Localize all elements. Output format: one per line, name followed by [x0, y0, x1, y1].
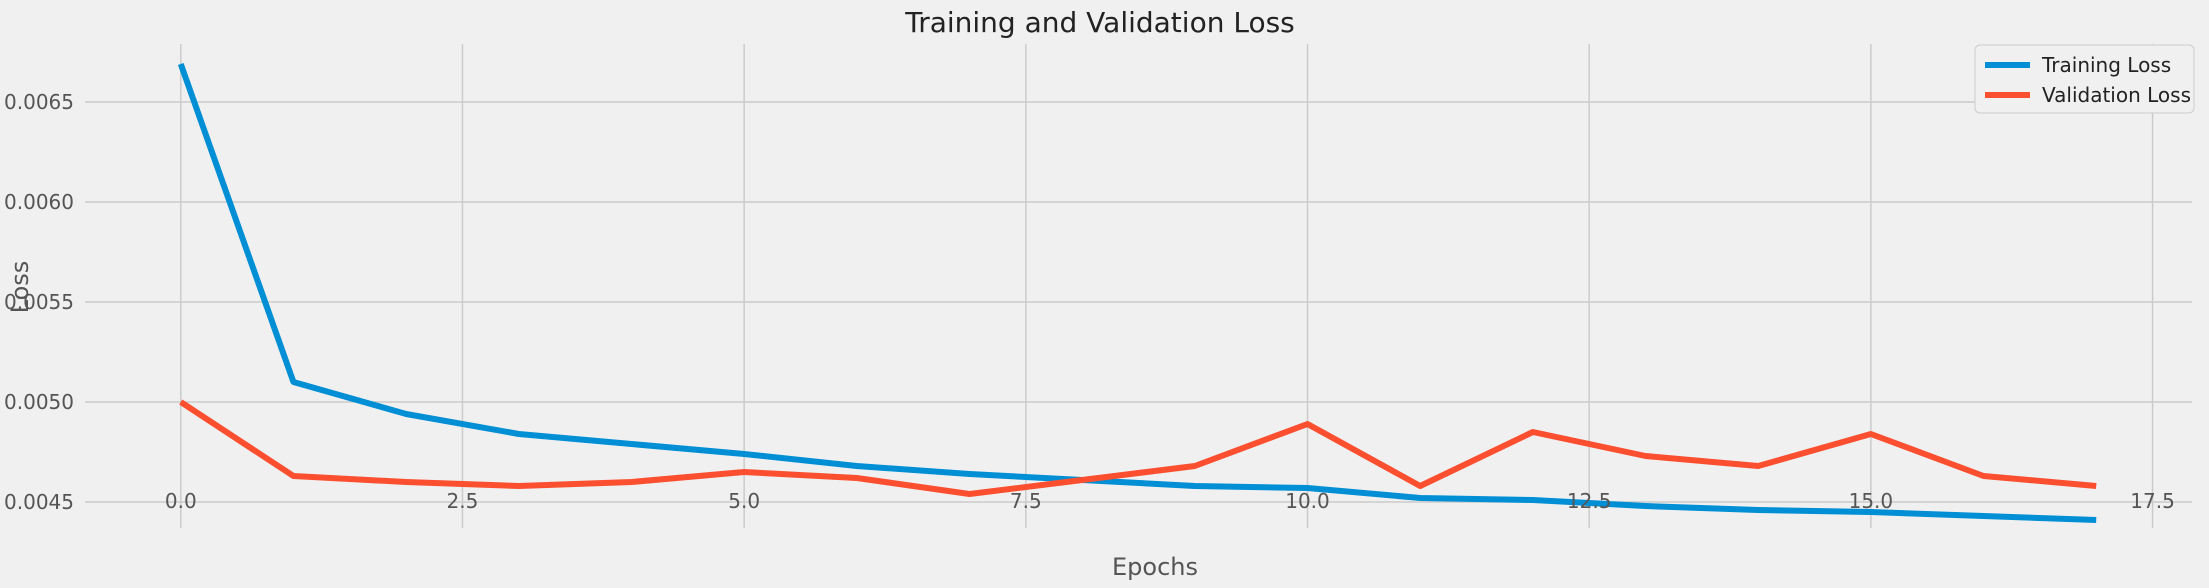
y-tick-label: 0.0065 [4, 90, 74, 114]
series-line-validation-loss [179, 399, 2097, 497]
x-axis-ticks: 0.0 2.5 5.0 7.5 10.0 12.5 15.0 17.5 [165, 489, 2175, 513]
y-tick-label: 0.0050 [4, 390, 74, 414]
grid [85, 44, 2192, 528]
x-tick-label: 7.5 [1010, 489, 1042, 513]
series-layer [177, 62, 2097, 523]
x-tick-label: 2.5 [447, 489, 479, 513]
y-tick-label: 0.0045 [4, 490, 74, 514]
y-tick-label: 0.0060 [4, 190, 74, 214]
chart-title: Training and Validation Loss [904, 6, 1295, 39]
legend-label-training-loss: Training Loss [2041, 53, 2171, 77]
y-axis-ticks: 0.0045 0.0050 0.0055 0.0060 0.0065 [4, 90, 74, 514]
x-tick-label: 10.0 [1285, 489, 1330, 513]
y-axis-label: Loss [6, 261, 34, 314]
x-tick-label: 0.0 [165, 489, 197, 513]
x-axis-label: Epochs [1112, 553, 1198, 581]
x-tick-label: 17.5 [2130, 489, 2175, 513]
series-line-training-loss [177, 62, 2097, 523]
legend: Training Loss Validation Loss [1974, 44, 2195, 114]
y-tick-label: 0.0055 [4, 290, 74, 314]
x-tick-label: 12.5 [1567, 489, 1612, 513]
x-tick-label: 5.0 [728, 489, 760, 513]
x-tick-label: 15.0 [1849, 489, 1894, 513]
legend-label-validation-loss: Validation Loss [2042, 83, 2191, 107]
